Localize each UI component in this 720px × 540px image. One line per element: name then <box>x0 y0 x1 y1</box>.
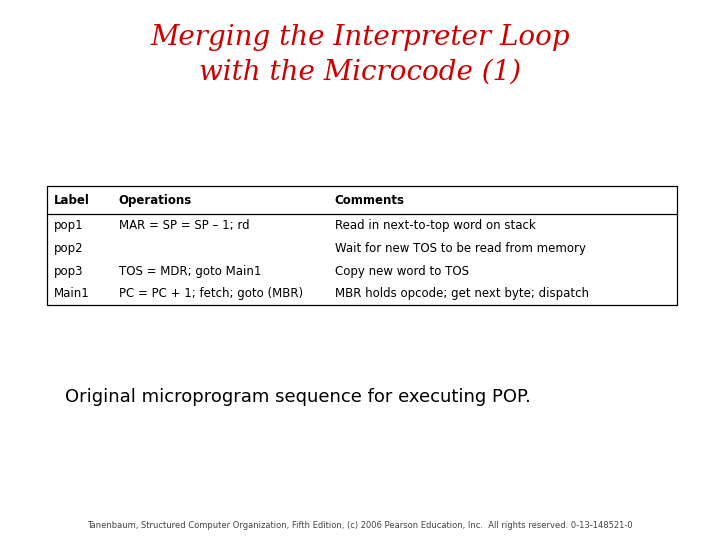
Text: pop1: pop1 <box>54 219 84 232</box>
Text: Operations: Operations <box>119 194 192 207</box>
Text: pop3: pop3 <box>54 265 84 278</box>
Text: Main1: Main1 <box>54 287 90 300</box>
Text: PC = PC + 1; fetch; goto (MBR): PC = PC + 1; fetch; goto (MBR) <box>119 287 303 300</box>
Text: MAR = SP = SP – 1; rd: MAR = SP = SP – 1; rd <box>119 219 249 232</box>
Text: Original microprogram sequence for executing POP.: Original microprogram sequence for execu… <box>65 388 531 406</box>
Text: Read in next-to-top word on stack: Read in next-to-top word on stack <box>335 219 536 232</box>
Text: Merging the Interpreter Loop
with the Microcode (1): Merging the Interpreter Loop with the Mi… <box>150 24 570 86</box>
Text: MBR holds opcode; get next byte; dispatch: MBR holds opcode; get next byte; dispatc… <box>335 287 589 300</box>
FancyBboxPatch shape <box>47 186 677 305</box>
Text: Wait for new TOS to be read from memory: Wait for new TOS to be read from memory <box>335 242 586 255</box>
Text: Tanenbaum, Structured Computer Organization, Fifth Edition, (c) 2006 Pearson Edu: Tanenbaum, Structured Computer Organizat… <box>87 521 633 530</box>
Text: Comments: Comments <box>335 194 405 207</box>
Text: Copy new word to TOS: Copy new word to TOS <box>335 265 469 278</box>
Text: TOS = MDR; goto Main1: TOS = MDR; goto Main1 <box>119 265 261 278</box>
Text: pop2: pop2 <box>54 242 84 255</box>
Text: Label: Label <box>54 194 90 207</box>
